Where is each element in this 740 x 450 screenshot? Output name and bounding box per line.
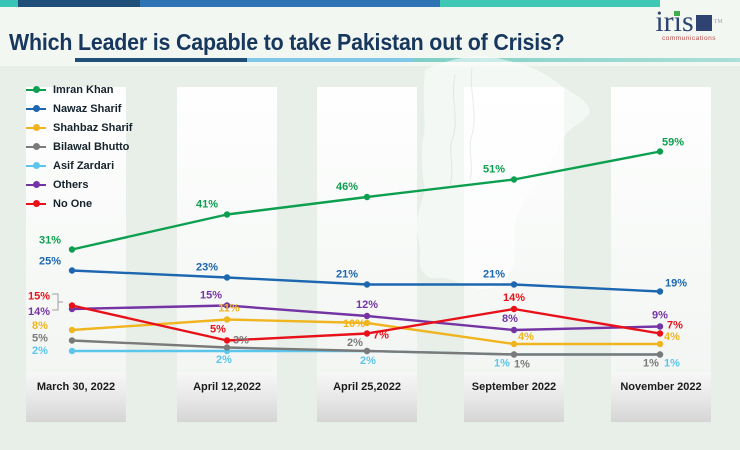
column-band-4 [464, 87, 564, 372]
chart-legend: Imran Khan Nawaz Sharif Shahbaz Sharif Bila… [26, 80, 132, 213]
column-band-5 [611, 87, 711, 372]
legend-marker-icon [26, 200, 46, 208]
legend-label: No One [53, 197, 93, 210]
legend-label: Asif Zardari [53, 159, 115, 172]
title-divider [75, 58, 740, 62]
legend-dot [33, 200, 40, 207]
legend-item-nawaz-sharif: Nawaz Sharif [26, 99, 132, 118]
legend-item-shahbaz-sharif: Shahbaz Sharif [26, 118, 132, 137]
legend-label: Bilawal Bhutto [53, 140, 130, 153]
logo-green-dot-icon [674, 10, 680, 16]
legend-item-imran-khan: Imran Khan [26, 80, 132, 99]
x-axis-label-april-25-2022: April 25,2022 [317, 372, 417, 422]
legend-dot [33, 86, 40, 93]
logo-subtitle: communications [662, 35, 716, 42]
legend-marker-icon [26, 181, 46, 189]
x-axis-label-september-2022: September 2022 [464, 372, 564, 422]
logo-square-icon [695, 15, 712, 31]
page-title: Which Leader is Capable to take Pakistan… [9, 29, 565, 56]
column-band-3 [317, 87, 417, 372]
legend-label: Shahbaz Sharif [53, 121, 133, 134]
logo-wordmark: iris TM [655, 7, 722, 37]
legend-marker-icon [26, 162, 46, 170]
legend-dot [33, 124, 40, 131]
legend-dot [33, 105, 40, 112]
legend-item-no-one: No One [26, 194, 132, 213]
legend-dot [33, 162, 40, 169]
iris-logo: iris TM communications [646, 7, 732, 43]
legend-item-bilawal-bhutto: Bilawal Bhutto [26, 137, 132, 156]
x-axis-label-april-12-2022: April 12,2022 [177, 372, 277, 422]
x-axis-label-march-30-2022: March 30, 2022 [26, 372, 126, 422]
legend-marker-icon [26, 105, 46, 113]
logo-trademark: TM [713, 19, 723, 25]
legend-marker-icon [26, 86, 46, 94]
top-accent-bar [0, 0, 740, 7]
legend-dot [33, 181, 40, 188]
x-axis-label-november-2022: November 2022 [611, 372, 711, 422]
column-band-2 [177, 87, 277, 372]
header-band [0, 0, 740, 66]
legend-dot [33, 143, 40, 150]
legend-item-asif-zardari: Asif Zardari [26, 156, 132, 175]
map-river-line [449, 74, 456, 186]
legend-item-others: Others [26, 175, 132, 194]
legend-marker-icon [26, 143, 46, 151]
legend-label: Nawaz Sharif [53, 102, 122, 115]
legend-label: Others [53, 178, 89, 191]
legend-marker-icon [26, 124, 46, 132]
legend-label: Imran Khan [53, 83, 114, 96]
